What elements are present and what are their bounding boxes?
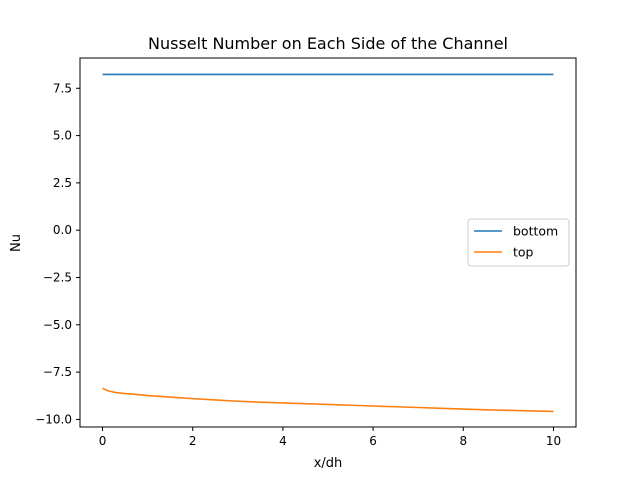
- legend-label-bottom: bottom: [513, 224, 558, 239]
- x-tick-label: 6: [369, 434, 377, 448]
- y-tick-label: −7.5: [43, 365, 72, 379]
- y-axis-label: Nu: [9, 234, 24, 252]
- x-tick-label: 4: [279, 434, 287, 448]
- y-tick-label: −10.0: [35, 412, 72, 426]
- y-tick-label: 5.0: [53, 129, 72, 143]
- y-tick-label: 7.5: [53, 81, 72, 95]
- chart-title: Nusselt Number on Each Side of the Chann…: [148, 34, 508, 53]
- plot-area: [79, 57, 577, 428]
- y-tick-label: 0.0: [53, 223, 72, 237]
- legend-label-top: top: [513, 245, 534, 260]
- plot-frame: [79, 57, 577, 428]
- y-tick-label: −5.0: [43, 318, 72, 332]
- series-line-top: [102, 387, 554, 413]
- x-tick-label: 0: [99, 434, 107, 448]
- x-tick-label: 8: [459, 434, 467, 448]
- series-layer: [102, 73, 554, 413]
- y-tick-label: −2.5: [43, 271, 72, 285]
- x-axis: 0 2 4 6 8 10: [99, 427, 561, 448]
- y-axis: −10.0 −7.5 −5.0 −2.5 0.0 2.5 5.0 7.5: [35, 81, 80, 426]
- legend: bottom top: [467, 218, 570, 267]
- y-tick-label: 2.5: [53, 176, 72, 190]
- x-axis-label: x/dh: [314, 456, 343, 471]
- x-tick-label: 2: [189, 434, 197, 448]
- x-tick-label: 10: [546, 434, 561, 448]
